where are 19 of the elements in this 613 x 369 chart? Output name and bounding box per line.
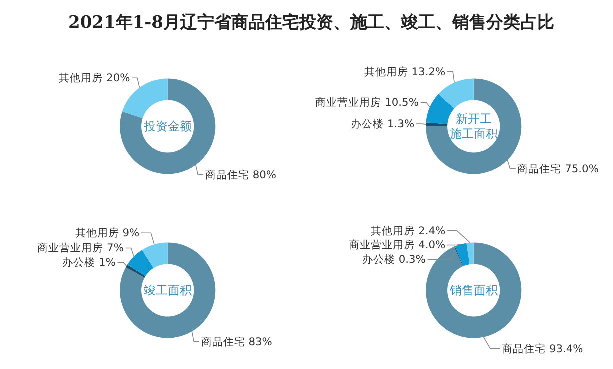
- text: 2021年1-8月辽宁省商品住宅投资、施工、竣工、销售分类占比: [68, 12, 555, 35]
- slice-label: 商品住宅 83%: [201, 335, 272, 348]
- slice-label: 其他用房 13.2%: [364, 65, 446, 78]
- slice-label: 商业营业用房 7%: [38, 242, 124, 255]
- slice-label: 商业营业用房 4.0%: [349, 238, 446, 252]
- slice-label: 商业营业用房 10.5%: [316, 96, 419, 110]
- slice-label: 其他用房 20%: [59, 72, 130, 85]
- text: 新开工施工面积: [450, 112, 498, 142]
- slice-label: 办公楼 1.3%: [351, 118, 415, 131]
- text: 销售面积: [448, 284, 498, 298]
- slice-label: 商品住宅 93.4%: [502, 342, 584, 356]
- slice-label: 办公楼 1%: [62, 256, 116, 270]
- slice-label: 其他用房 9%: [75, 226, 140, 240]
- text: 竣工面积: [144, 284, 192, 298]
- slice-label: 商品住宅 80%: [205, 168, 277, 182]
- slice-label: 商品住宅 75.0%: [518, 162, 599, 176]
- slice-label: 办公楼 0.3%: [362, 253, 426, 266]
- text: 投资金额: [142, 120, 192, 134]
- slice-label: 其他用房 2.4%: [371, 224, 446, 238]
